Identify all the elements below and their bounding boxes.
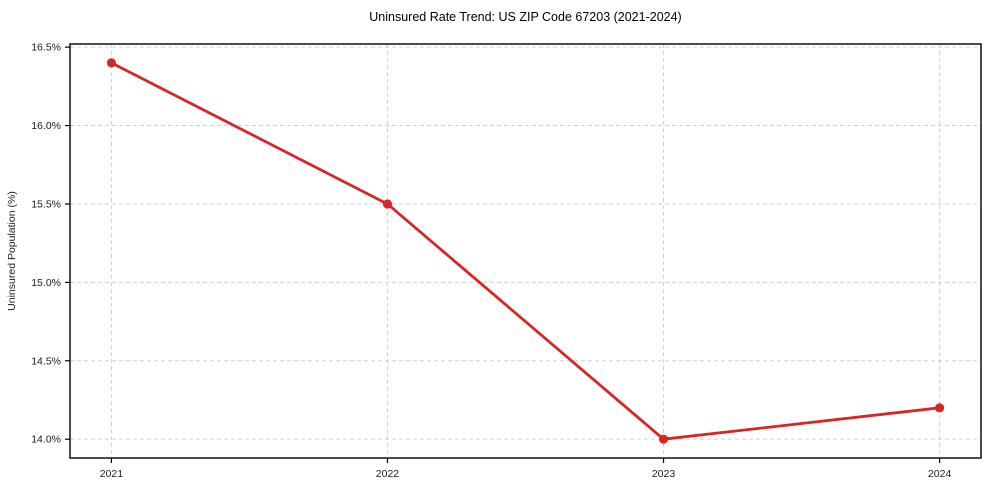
data-point-2024	[934, 403, 945, 413]
data-point-2022	[382, 199, 393, 209]
y-tick-label: 14.0%	[31, 434, 61, 446]
trend-line	[110, 61, 941, 441]
x-tick-label: 2023	[652, 468, 676, 480]
x-tick-label: 2022	[376, 468, 400, 480]
data-point-2021	[106, 58, 117, 68]
y-tick-label: 14.5%	[31, 355, 61, 367]
data-point-2023	[658, 434, 669, 444]
plot-area	[70, 44, 981, 458]
chart-title: Uninsured Rate Trend: US ZIP Code 67203 …	[369, 10, 681, 24]
plot-border	[69, 43, 982, 459]
y-axis-label: Uninsured Population (%)	[6, 191, 18, 311]
y-tick-label: 15.0%	[31, 277, 61, 289]
y-tick-label: 16.0%	[31, 120, 61, 132]
x-tick-label: 2024	[928, 468, 952, 480]
x-tick-label: 2021	[100, 468, 124, 480]
y-tick-label: 16.5%	[31, 42, 61, 54]
y-tick-label: 15.5%	[31, 198, 61, 210]
